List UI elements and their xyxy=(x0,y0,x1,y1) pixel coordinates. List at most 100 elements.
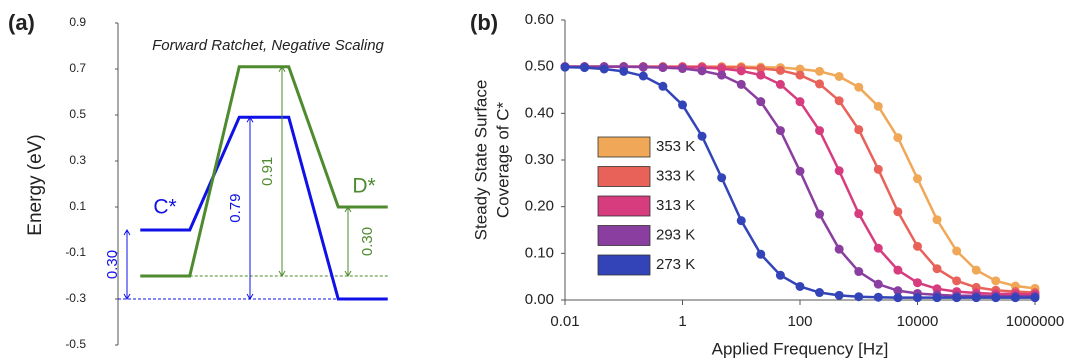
arrow-head xyxy=(246,293,254,300)
annotation: 0.30 xyxy=(359,227,376,256)
point xyxy=(756,70,766,80)
arrow-head xyxy=(278,270,286,277)
annotation: 0.79 xyxy=(227,194,244,223)
point xyxy=(913,278,922,288)
point xyxy=(873,292,883,302)
legend-label: 273 K xyxy=(656,256,695,273)
point xyxy=(619,66,629,76)
point xyxy=(913,241,922,251)
y-axis-label: Coverage of C* xyxy=(493,102,512,219)
point xyxy=(815,66,825,76)
energy-line xyxy=(140,115,388,301)
arrow-head xyxy=(278,65,286,72)
y-tick-label: 0.1 xyxy=(69,199,86,213)
arrow-head xyxy=(344,270,352,277)
point xyxy=(932,264,942,274)
point xyxy=(717,64,727,74)
y-tick-label: -0.3 xyxy=(65,291,86,305)
point xyxy=(717,173,727,183)
x-tick-label: 100 xyxy=(787,313,812,330)
point xyxy=(854,292,864,302)
arrow-head xyxy=(246,116,254,123)
point xyxy=(756,97,766,107)
point xyxy=(991,276,1001,286)
point xyxy=(1010,293,1020,303)
point xyxy=(932,293,942,303)
y-tick-label: 0.10 xyxy=(525,244,554,261)
point xyxy=(815,79,825,89)
arrow-head xyxy=(344,206,352,213)
point xyxy=(873,243,883,253)
point xyxy=(893,286,903,296)
point xyxy=(580,63,590,73)
point xyxy=(638,62,648,72)
y-tick-label: 0.60 xyxy=(525,11,554,28)
point xyxy=(893,293,903,303)
point xyxy=(775,65,785,75)
y-tick-label: 0.50 xyxy=(525,58,554,75)
point xyxy=(736,66,746,76)
point xyxy=(952,276,962,286)
point xyxy=(893,265,903,275)
point xyxy=(815,209,825,219)
point xyxy=(775,270,785,280)
point xyxy=(854,82,864,92)
y-tick-label: -0.5 xyxy=(65,337,86,351)
y-axis-label: Steady State Surface xyxy=(471,80,490,241)
point xyxy=(854,267,864,277)
point xyxy=(815,288,825,298)
point xyxy=(893,133,903,143)
state-label: D* xyxy=(352,175,375,198)
point xyxy=(795,70,805,80)
arrow-head xyxy=(123,229,131,236)
x-tick-label: 10000 xyxy=(897,313,939,330)
y-tick-label: 0.00 xyxy=(525,291,554,308)
point xyxy=(854,125,864,135)
x-tick-label: 0.01 xyxy=(550,313,579,330)
point xyxy=(795,97,805,107)
legend-label: 313 K xyxy=(656,197,695,214)
point xyxy=(795,281,805,291)
legend-label: 353 K xyxy=(656,138,695,155)
legend-swatch xyxy=(597,195,651,217)
y-tick-label: 0.3 xyxy=(69,153,86,167)
point xyxy=(873,279,883,289)
point xyxy=(893,207,903,217)
point xyxy=(991,293,1001,303)
point xyxy=(756,64,766,74)
point xyxy=(697,66,707,76)
point xyxy=(678,100,687,110)
legend-label: 333 K xyxy=(656,167,695,184)
point xyxy=(971,265,981,275)
point xyxy=(697,131,707,141)
y-tick-label: 0.5 xyxy=(69,107,86,121)
annotation: 0.30 xyxy=(104,250,121,279)
point xyxy=(932,215,942,225)
point xyxy=(971,293,981,303)
legend-swatch xyxy=(597,166,651,187)
x-axis-label: Applied Frequency [Hz] xyxy=(712,339,889,358)
energy-line xyxy=(140,65,388,278)
point xyxy=(560,62,570,72)
point xyxy=(834,166,844,176)
point xyxy=(834,96,844,106)
state-label: C* xyxy=(153,196,176,219)
point xyxy=(873,101,883,111)
point xyxy=(736,216,746,226)
point xyxy=(638,71,648,81)
point xyxy=(913,174,922,184)
point xyxy=(678,64,687,74)
y-tick-label: 0.40 xyxy=(525,104,554,121)
x-tick-label: 1 xyxy=(678,313,686,330)
annotation: 0.91 xyxy=(259,157,276,186)
point xyxy=(815,126,825,136)
chart-title: Forward Ratchet, Negative Scaling xyxy=(152,37,384,54)
point xyxy=(775,79,785,89)
y-tick-label: -0.1 xyxy=(65,245,86,259)
y-tick-label: 0.30 xyxy=(525,151,554,168)
point xyxy=(834,71,844,81)
y-tick-label: 0.20 xyxy=(525,198,554,215)
arrow-head xyxy=(123,293,131,300)
point xyxy=(834,244,844,254)
